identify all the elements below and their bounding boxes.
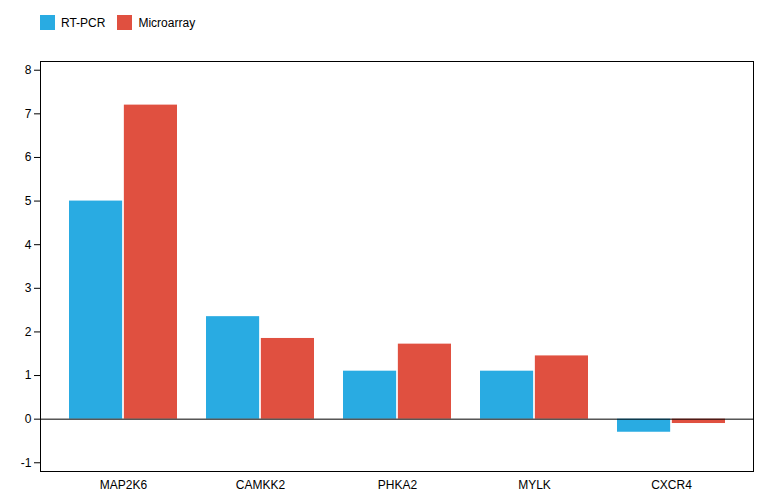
svg-text:PHKA2: PHKA2: [378, 478, 418, 492]
svg-text:4: 4: [25, 238, 32, 252]
svg-text:3: 3: [25, 281, 32, 295]
svg-text:8: 8: [25, 63, 32, 77]
html-text:RT-PCR: RT-PCR: [61, 15, 106, 30]
svg-text:-1: -1: [21, 456, 32, 470]
svg-text:CAMKK2: CAMKK2: [236, 478, 286, 492]
svg-text:MAP2K6: MAP2K6: [100, 478, 148, 492]
svg-text:1: 1: [25, 368, 32, 382]
svg-text:CXCR4: CXCR4: [651, 478, 692, 492]
svg-text:2: 2: [25, 325, 32, 339]
svg-text:5: 5: [25, 194, 32, 208]
svg-text:6: 6: [25, 150, 32, 164]
svg-text:MYLK: MYLK: [518, 478, 551, 492]
html-text:Microarray: Microarray: [138, 15, 196, 30]
svg-text:0: 0: [25, 412, 32, 426]
svg-text:7: 7: [25, 107, 32, 121]
